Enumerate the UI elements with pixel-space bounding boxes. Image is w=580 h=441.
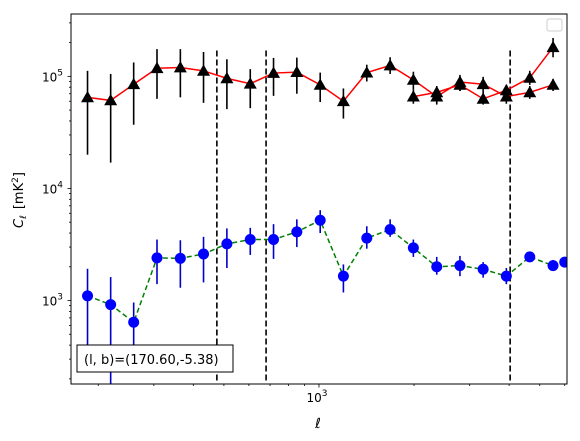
y-tick-label: 103 <box>42 293 63 309</box>
data-point <box>546 78 560 90</box>
data-point <box>314 214 326 226</box>
series-1 <box>406 37 560 105</box>
data-point <box>406 73 420 85</box>
series-2 <box>82 210 567 384</box>
coordinate-annotation: (l, b)=(170.60,-5.38) <box>76 344 234 373</box>
data-point <box>524 251 536 263</box>
data-series <box>81 37 567 384</box>
data-point <box>291 226 303 238</box>
data-point <box>290 65 304 78</box>
data-point <box>406 90 420 102</box>
plot-frame <box>70 13 568 385</box>
data-point <box>151 252 163 264</box>
y-tick-label: 105 <box>42 68 63 84</box>
data-point <box>173 60 187 73</box>
data-point <box>337 270 349 282</box>
data-point <box>174 252 186 264</box>
data-point <box>127 77 141 90</box>
axis-ticks: 103 103 104 105 <box>42 22 566 405</box>
data-point <box>105 299 117 311</box>
data-point <box>197 64 211 76</box>
y-axis-label: Cℓ[mK2] <box>11 172 29 228</box>
data-point <box>267 66 281 78</box>
data-point <box>220 71 234 84</box>
data-point <box>128 316 140 328</box>
data-point <box>477 263 489 275</box>
data-point <box>431 261 443 273</box>
data-point <box>476 92 490 104</box>
data-point <box>150 61 164 74</box>
data-point <box>476 77 490 90</box>
x-tick-label: 103 <box>306 389 327 405</box>
data-point <box>361 232 373 244</box>
data-point <box>453 78 467 90</box>
data-point <box>500 270 512 282</box>
data-point <box>243 77 257 89</box>
vertical-reference-lines <box>216 50 511 384</box>
data-point <box>82 290 94 302</box>
data-point <box>198 248 210 260</box>
data-point <box>547 260 559 272</box>
data-point <box>104 93 118 106</box>
data-point <box>523 85 537 98</box>
data-point <box>384 224 396 236</box>
data-point <box>523 71 537 83</box>
y-tick-label: 104 <box>42 180 63 196</box>
data-point <box>407 242 419 254</box>
data-point <box>454 260 466 272</box>
data-point <box>383 58 397 71</box>
data-point <box>268 234 280 246</box>
data-point <box>336 94 350 107</box>
x-axis-label: ℓ <box>314 416 321 432</box>
data-point <box>546 40 560 53</box>
data-point <box>360 66 374 78</box>
series-0 <box>81 49 560 163</box>
data-point <box>244 234 256 246</box>
legend-box <box>546 18 563 32</box>
data-point <box>430 85 444 98</box>
annotation-text: (l, b)=(170.60,-5.38) <box>84 353 219 368</box>
data-point <box>81 90 95 103</box>
series-line <box>87 219 565 324</box>
data-point <box>559 256 567 268</box>
data-point <box>221 238 233 250</box>
data-point <box>499 83 513 96</box>
data-point <box>313 78 327 90</box>
